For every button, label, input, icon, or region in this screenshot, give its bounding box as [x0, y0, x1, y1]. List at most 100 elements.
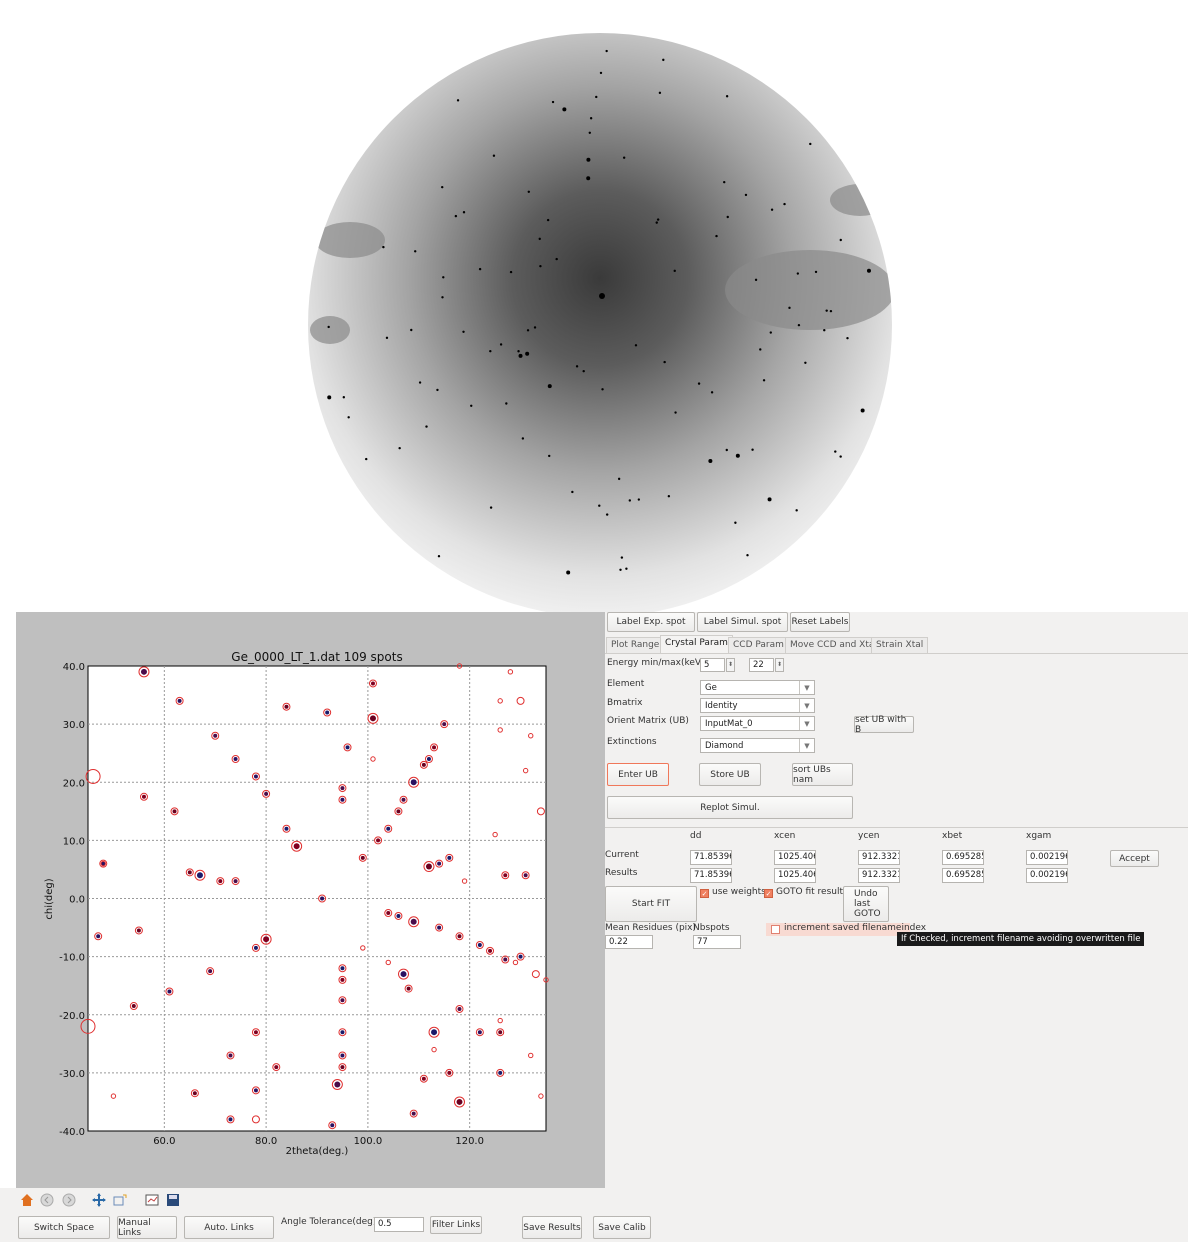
simulated-spot[interactable] [99, 859, 108, 868]
experimental-spot[interactable] [141, 794, 146, 799]
current-xcen[interactable]: 1025.406 [774, 850, 816, 865]
experimental-spot[interactable] [192, 1091, 197, 1096]
simulated-spot[interactable] [424, 755, 433, 763]
simulated-spot[interactable] [435, 859, 444, 868]
experimental-spot[interactable] [177, 698, 182, 703]
experimental-spot[interactable] [196, 872, 203, 879]
simulated-spot[interactable] [251, 943, 260, 952]
simulated-spot[interactable] [251, 772, 260, 781]
simulated-spot[interactable] [370, 756, 376, 762]
simulated-spot[interactable] [175, 696, 184, 705]
experimental-spot[interactable] [340, 1030, 345, 1035]
experimental-spot[interactable] [437, 861, 442, 866]
label-simul-spot-button[interactable]: Label Simul. spot [697, 612, 788, 632]
back-icon[interactable] [40, 1193, 54, 1207]
energy-max-spin-arrows[interactable]: ⬍ [775, 658, 784, 672]
simulated-spot[interactable] [343, 743, 352, 752]
simulated-spot[interactable] [408, 916, 420, 928]
tab-strain-xtal[interactable]: Strain Xtal [871, 637, 929, 653]
experimental-spot[interactable] [330, 1123, 335, 1128]
label-exp-spot-button[interactable]: Label Exp. spot [607, 612, 695, 632]
start-fit-button[interactable]: Start FIT [605, 886, 697, 922]
experimental-spot[interactable] [253, 1030, 258, 1035]
experimental-spot[interactable] [396, 809, 401, 814]
simulated-spot[interactable] [398, 968, 410, 980]
simulated-spot[interactable] [251, 1115, 260, 1124]
simulated-spot[interactable] [291, 840, 303, 852]
accept-button[interactable]: Accept [1110, 850, 1159, 867]
experimental-spot[interactable] [518, 954, 523, 959]
simulated-spot[interactable] [497, 727, 503, 733]
store-ub-button[interactable]: Store UB [699, 763, 761, 786]
simulated-spot[interactable] [528, 733, 534, 739]
simulated-spot[interactable] [211, 731, 220, 740]
simulated-spot[interactable] [501, 871, 510, 880]
experimental-spot[interactable] [218, 879, 223, 884]
simulated-spot[interactable] [385, 959, 391, 966]
energy-max-spinbox[interactable]: 22 [749, 658, 774, 672]
experimental-spot[interactable] [263, 936, 270, 943]
switch-space-button[interactable]: Switch Space [18, 1216, 110, 1239]
simulated-spot[interactable] [455, 1004, 464, 1013]
experimental-spot[interactable] [253, 945, 258, 950]
experimental-spot[interactable] [447, 1070, 452, 1075]
experimental-spot[interactable] [376, 838, 381, 843]
simulated-spot[interactable] [404, 984, 413, 993]
experimental-spot[interactable] [410, 779, 417, 786]
experimental-spot[interactable] [140, 668, 147, 675]
simulated-spot[interactable] [139, 792, 148, 801]
simulated-spot[interactable] [531, 970, 540, 979]
experimental-spot[interactable] [213, 733, 218, 738]
experimental-spot[interactable] [410, 918, 417, 925]
experimental-spot[interactable] [228, 1117, 233, 1122]
experimental-spot[interactable] [136, 928, 141, 933]
experimental-spot[interactable] [447, 855, 452, 860]
replot-simul-button[interactable]: Replot Simul. [607, 796, 853, 819]
simulated-spot[interactable] [226, 1051, 235, 1060]
simulated-spot[interactable] [251, 1028, 260, 1037]
current-ycen[interactable]: 912.3321 [858, 850, 900, 865]
experimental-spot[interactable] [274, 1065, 279, 1070]
simulated-spot[interactable] [497, 698, 503, 704]
simulated-spot[interactable] [272, 1063, 281, 1072]
experimental-spot[interactable] [488, 948, 493, 953]
experimental-spot[interactable] [345, 745, 350, 750]
experimental-spot[interactable] [340, 797, 345, 802]
simulated-spot[interactable] [461, 878, 468, 884]
simulated-spot[interactable] [528, 1052, 534, 1059]
simulated-spot[interactable] [453, 1096, 465, 1108]
experimental-spot[interactable] [421, 762, 426, 767]
simulated-spot[interactable] [80, 1018, 96, 1034]
simulated-spot[interactable] [129, 1002, 138, 1011]
save-icon[interactable] [166, 1193, 180, 1207]
experimental-spot[interactable] [96, 934, 101, 939]
experimental-spot[interactable] [457, 934, 462, 939]
increment-filename-checkbox[interactable] [771, 925, 780, 934]
energy-min-spin-arrows[interactable]: ⬍ [726, 658, 735, 672]
experimental-spot[interactable] [172, 809, 177, 814]
simulated-spot[interactable] [282, 824, 291, 833]
simulated-spot[interactable] [384, 909, 393, 918]
experimental-spot[interactable] [340, 1065, 345, 1070]
simulated-spot[interactable] [100, 860, 106, 867]
simulated-spot[interactable] [194, 869, 206, 881]
simulated-spot[interactable] [423, 861, 435, 873]
experimental-spot[interactable] [131, 1004, 136, 1009]
simulated-spot[interactable] [251, 1086, 260, 1095]
experimental-spot[interactable] [264, 791, 269, 796]
current-dd[interactable]: 71.85396 [690, 850, 732, 865]
experimental-spot[interactable] [401, 797, 406, 802]
simulated-spot[interactable] [185, 868, 194, 877]
tab-plot-range[interactable]: Plot Range [606, 637, 665, 653]
tab-ccd-param[interactable]: CCD Param [728, 637, 789, 653]
goto-fit-checkbox[interactable]: ✓ [764, 889, 773, 898]
simulated-spot[interactable] [492, 831, 498, 838]
simulated-spot[interactable] [338, 1051, 347, 1060]
experimental-spot[interactable] [233, 757, 238, 761]
experimental-spot[interactable] [320, 896, 325, 901]
simulated-spot[interactable] [408, 776, 420, 788]
energy-min-spinbox[interactable]: 5 [700, 658, 725, 672]
simulated-spot[interactable] [399, 795, 408, 804]
experimental-spot[interactable] [503, 873, 508, 878]
simulated-spot[interactable] [516, 952, 525, 961]
